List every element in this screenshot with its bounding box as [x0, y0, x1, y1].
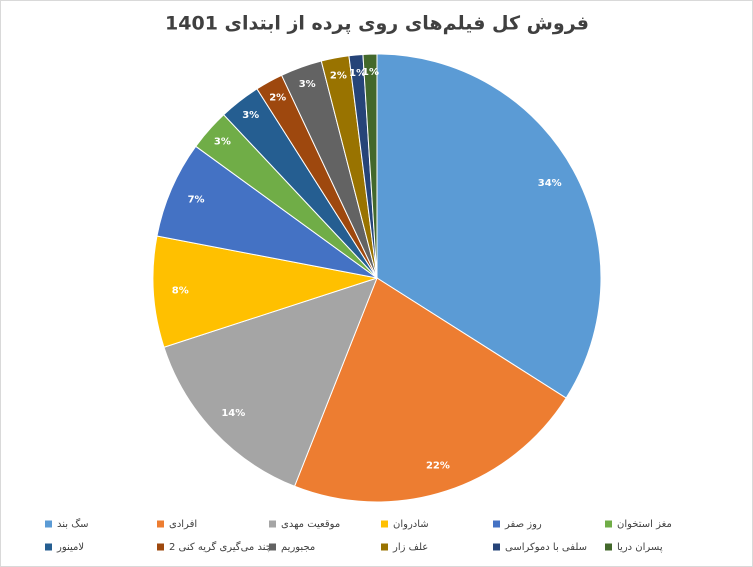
- legend-swatch: [605, 520, 612, 528]
- legend-label: موقعیت مهدی: [281, 519, 340, 530]
- legend-swatch: [157, 543, 164, 551]
- legend-label: علف زار: [392, 542, 428, 553]
- data-label: 2%: [269, 92, 286, 103]
- legend-swatch: [157, 520, 164, 528]
- legend-swatch: [605, 543, 612, 551]
- legend-swatch: [45, 520, 52, 528]
- legend-swatch: [381, 520, 388, 528]
- data-label: 1%: [362, 67, 379, 78]
- legend-swatch: [493, 520, 500, 528]
- data-label: 7%: [188, 195, 205, 206]
- pie-slice: [293, 277, 567, 503]
- legend-label: لامینور: [56, 542, 84, 553]
- data-label: 34%: [538, 178, 562, 189]
- data-label: 3%: [214, 137, 231, 148]
- pie-slice: [362, 53, 378, 279]
- legend-swatch: [493, 543, 500, 551]
- legend-label: پسران دریا: [617, 542, 663, 553]
- legend-label: مغز استخوان: [617, 519, 672, 530]
- pie-slice: [376, 53, 602, 399]
- pie-slice: [152, 235, 378, 348]
- legend-label: سلفی با دموکراسی: [505, 542, 587, 553]
- legend-label: سگ بند: [57, 518, 89, 530]
- data-label: 22%: [426, 460, 450, 471]
- legend-swatch: [45, 543, 52, 551]
- data-label: 3%: [299, 79, 316, 90]
- data-label: 14%: [221, 408, 245, 419]
- legend-label: روز صفر: [504, 519, 542, 530]
- data-label: 2%: [330, 71, 347, 82]
- legend-swatch: [269, 520, 276, 528]
- data-label: 1%: [349, 68, 366, 79]
- legend-label: افرادی: [169, 519, 197, 530]
- legend-swatch: [269, 543, 276, 551]
- data-label: 3%: [242, 110, 259, 121]
- legend-label: مجبوریم: [281, 542, 315, 553]
- data-label: 8%: [172, 285, 189, 296]
- legend-label: چند می‌گیری گریه کنی 2: [169, 541, 272, 553]
- legend-label: شادروان: [393, 519, 429, 530]
- chart-title: فروش کل فیلم‌های روی پرده از ابتدای 1401: [165, 13, 589, 35]
- legend-swatch: [381, 543, 388, 551]
